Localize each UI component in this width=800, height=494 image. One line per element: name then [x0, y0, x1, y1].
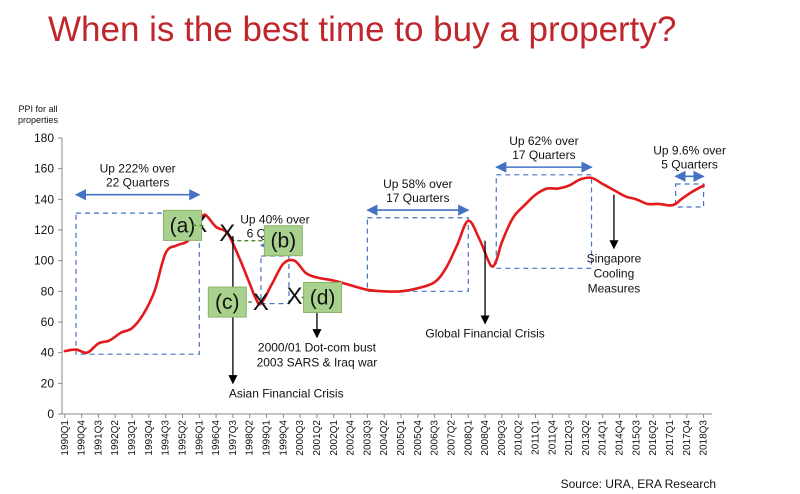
range-label-4: 5 Quarters: [661, 157, 718, 171]
x-tick-label: 1997Q3: [228, 420, 239, 456]
x-tick-label: 2005Q1: [396, 420, 407, 456]
x-tick-label: 1998Q2: [245, 420, 256, 456]
phase-label-box: [263, 225, 303, 257]
phase-label-text: (d): [310, 286, 336, 309]
cycle-x-mark-1: X: [219, 220, 235, 247]
x-tick-label: 2018Q3: [699, 420, 710, 456]
x-tick-label: 2005Q4: [413, 420, 424, 456]
x-tick-label: 2011Q4: [547, 420, 558, 455]
dashed-box-post-asian-rebound: [260, 255, 290, 305]
x-tick-label: 2011Q1: [530, 420, 541, 455]
x-tick-label: 2008Q1: [463, 420, 474, 456]
phase-label-box: [207, 286, 247, 318]
x-tick-label: 1992Q2: [110, 420, 121, 456]
x-tick-label: 2007Q2: [446, 420, 457, 456]
dashed-box-recent-run-up: [674, 183, 705, 208]
phase-label-box: [303, 281, 343, 313]
range-label-0: 22 Quarters: [106, 176, 169, 190]
phase-label-text: (c): [215, 291, 240, 314]
y-tick-label: 0: [47, 407, 54, 421]
range-label-2: 17 Quarters: [386, 191, 449, 205]
phase-label-text: (a): [170, 214, 196, 237]
event-label-3: Measures: [588, 281, 641, 295]
event-label-1: 2000/01 Dot-com bust: [258, 340, 377, 354]
x-tick-label: 1991Q3: [93, 420, 104, 456]
x-tick-label: 2017Q4: [682, 420, 693, 456]
x-tick-label: 2012Q3: [564, 420, 575, 456]
x-tick-label: 2001Q2: [312, 420, 323, 456]
dashed-box-dot-com-to-gfc-run-up: [366, 217, 469, 292]
event-label-3: Singapore: [587, 251, 642, 265]
phase-label-b: (b): [263, 225, 303, 257]
x-tick-label: 2004Q2: [379, 420, 390, 456]
dashed-box-post-gfc-run-up: [495, 174, 593, 269]
phase-label-d: (d): [303, 281, 343, 313]
x-tick-label: 2014Q4: [615, 420, 626, 456]
event-label-0: Asian Financial Crisis: [229, 386, 344, 400]
range-label-4: Up 9.6% over: [653, 143, 726, 157]
x-tick-label: 2013Q2: [581, 420, 592, 456]
dashed-box-asian-crisis-run-up: [75, 212, 200, 355]
x-tick-label: 2009Q3: [497, 420, 508, 456]
x-tick-label: 2003Q3: [362, 420, 373, 456]
x-tick-label: 2015Q3: [631, 420, 642, 456]
x-tick-label: 1999Q4: [278, 420, 289, 456]
x-tick-label: 1999Q1: [262, 420, 273, 456]
range-label-3: 17 Quarters: [512, 148, 575, 162]
event-label-3: Cooling: [594, 266, 635, 280]
event-label-1: 2003 SARS & Iraq war: [257, 355, 378, 369]
phase-label-c: (c): [207, 286, 247, 318]
y-tick-label: 160: [34, 162, 54, 176]
y-tick-label: 180: [34, 131, 54, 145]
phase-label-text: (b): [271, 230, 297, 253]
x-tick-label: 1996Q1: [194, 420, 205, 456]
x-tick-label: 1994Q3: [161, 420, 172, 456]
range-label-3: Up 62% over: [509, 134, 578, 148]
range-label-2: Up 58% over: [383, 177, 452, 191]
x-tick-label: 1993Q4: [144, 420, 155, 456]
event-label-2: Global Financial Crisis: [425, 327, 544, 341]
cycle-x-mark-3: X: [287, 283, 303, 310]
range-label-0: Up 222% over: [100, 162, 176, 176]
cycle-x-mark-2: X: [253, 289, 269, 316]
x-tick-label: 2006Q3: [430, 420, 441, 456]
source-note: Source: URA, ERA Research: [561, 477, 716, 491]
y-tick-label: 40: [41, 346, 55, 360]
x-tick-label: 2016Q2: [648, 420, 659, 456]
y-tick-label: 80: [41, 284, 55, 298]
x-tick-label: 1996Q4: [211, 420, 222, 456]
x-tick-label: 1995Q2: [177, 420, 188, 456]
x-tick-label: 2017Q1: [665, 420, 676, 456]
x-tick-label: 2008Q4: [480, 420, 491, 456]
y-axis-label: properties: [18, 115, 59, 125]
y-tick-label: 120: [34, 223, 54, 237]
x-tick-label: 2000Q3: [295, 420, 306, 456]
x-tick-label: 2014Q1: [598, 420, 609, 456]
x-tick-label: 2002Q1: [329, 420, 340, 456]
y-tick-label: 20: [41, 376, 55, 390]
y-tick-label: 60: [41, 315, 55, 329]
series-line-0: [63, 176, 705, 355]
range-label-1: Up 40% over: [240, 212, 309, 226]
x-tick-label: 1990Q1: [60, 420, 71, 456]
y-tick-label: 100: [34, 254, 54, 268]
chart-title: When is the best time to buy a property?: [48, 10, 677, 49]
x-tick-label: 2010Q2: [514, 420, 525, 456]
x-tick-label: 2002Q4: [346, 420, 357, 456]
x-tick-label: 1993Q1: [127, 420, 138, 456]
y-tick-label: 140: [34, 192, 54, 206]
x-tick-label: 1990Q4: [77, 420, 88, 456]
y-axis-label: PPI for all: [18, 104, 57, 114]
